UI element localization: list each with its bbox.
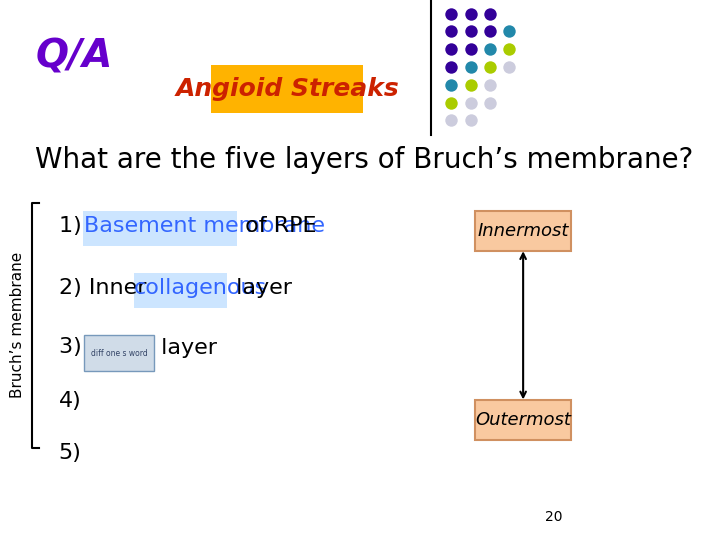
Point xyxy=(485,27,496,36)
Point xyxy=(446,45,457,53)
Point xyxy=(465,27,477,36)
Point xyxy=(465,45,477,53)
Point xyxy=(446,98,457,107)
Text: 5): 5) xyxy=(58,443,81,463)
Text: 4): 4) xyxy=(58,392,81,411)
Point xyxy=(465,9,477,18)
Point xyxy=(446,80,457,89)
Text: 1): 1) xyxy=(58,216,89,236)
Point xyxy=(485,80,496,89)
Text: diff one s word: diff one s word xyxy=(91,349,148,357)
Text: 2) Inner: 2) Inner xyxy=(58,278,153,298)
Point xyxy=(465,116,477,125)
Point xyxy=(446,116,457,125)
Point xyxy=(446,9,457,18)
Text: Q/A: Q/A xyxy=(35,38,112,76)
Text: What are the five layers of Bruch’s membrane?: What are the five layers of Bruch’s memb… xyxy=(35,146,693,174)
FancyBboxPatch shape xyxy=(134,273,228,308)
Point xyxy=(465,80,477,89)
Point xyxy=(446,63,457,71)
Text: of RPE: of RPE xyxy=(238,216,317,236)
FancyBboxPatch shape xyxy=(84,335,153,371)
Text: Innermost: Innermost xyxy=(477,222,569,240)
Text: 20: 20 xyxy=(545,510,563,524)
Point xyxy=(465,63,477,71)
Point xyxy=(503,45,515,53)
Point xyxy=(465,98,477,107)
Text: 3): 3) xyxy=(58,338,89,357)
Point xyxy=(485,9,496,18)
FancyBboxPatch shape xyxy=(474,400,572,440)
Point xyxy=(485,63,496,71)
Text: Angioid Streaks: Angioid Streaks xyxy=(176,77,399,101)
Text: Basement membrane: Basement membrane xyxy=(84,216,325,236)
FancyBboxPatch shape xyxy=(474,211,572,251)
Text: collagenous: collagenous xyxy=(134,278,267,298)
Text: Bruch’s membrane: Bruch’s membrane xyxy=(10,252,25,399)
Point xyxy=(503,63,515,71)
Point xyxy=(503,27,515,36)
Text: Outermost: Outermost xyxy=(475,411,571,429)
FancyBboxPatch shape xyxy=(211,65,364,113)
Point xyxy=(485,98,496,107)
Text: layer: layer xyxy=(154,338,217,357)
Point xyxy=(485,45,496,53)
FancyBboxPatch shape xyxy=(84,211,237,246)
Text: layer: layer xyxy=(228,278,292,298)
Point xyxy=(446,27,457,36)
